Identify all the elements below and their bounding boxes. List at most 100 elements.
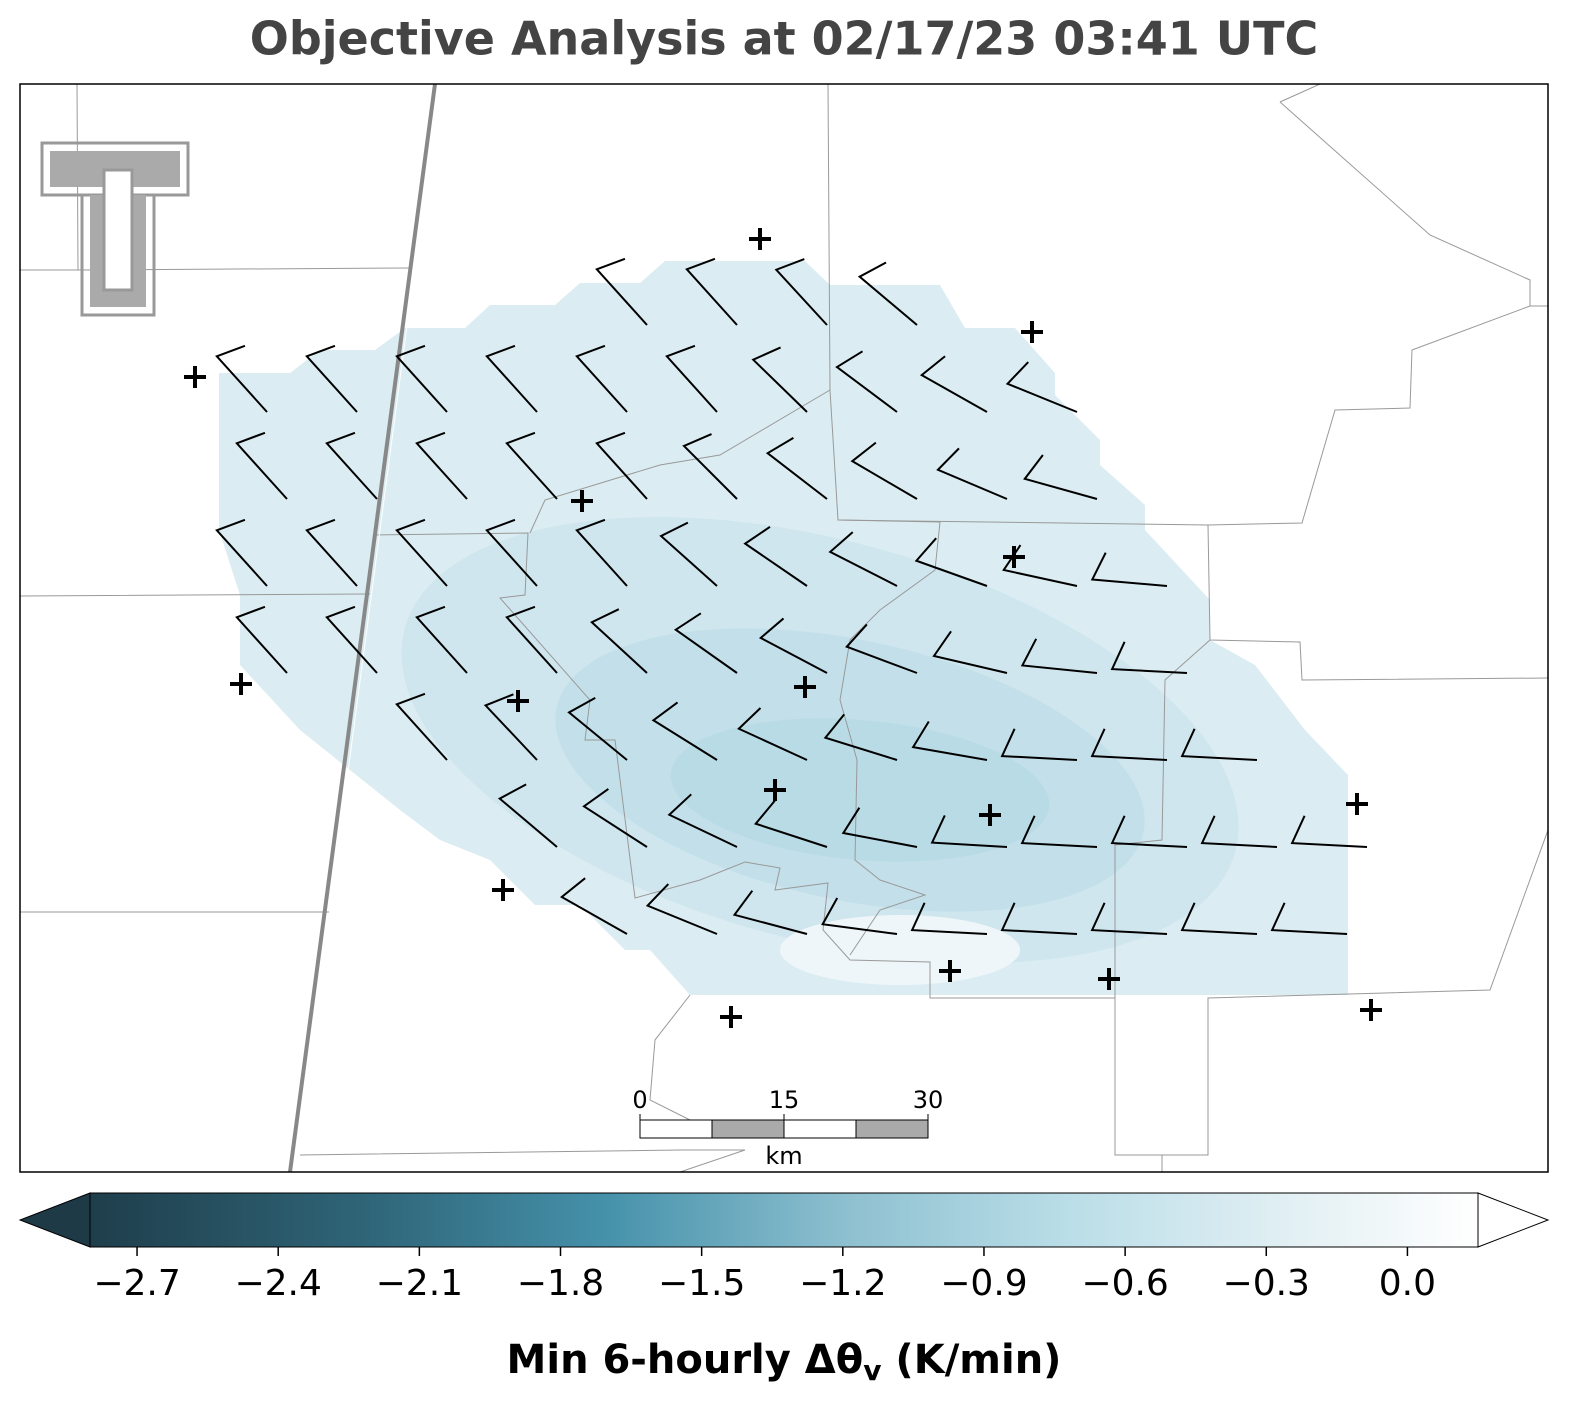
wind-barb (590, 608, 648, 674)
wind-barb (685, 257, 738, 326)
wind-barb (914, 537, 988, 587)
wind-barb (497, 783, 558, 848)
wind-barb (575, 344, 628, 413)
station (749, 228, 771, 250)
wind-barb (305, 518, 358, 587)
stations (184, 228, 1382, 1028)
wind-barb (1090, 552, 1168, 587)
wind-barb (751, 346, 808, 413)
station (571, 490, 593, 512)
station (979, 804, 1001, 826)
colorbar-body (89, 1192, 1479, 1248)
wind-barb (821, 897, 898, 935)
colorbar-tick-label: 0.0 (1379, 1263, 1436, 1304)
wind-barb (1090, 902, 1168, 935)
wind-barb (485, 518, 538, 587)
wind-barb (673, 612, 738, 674)
scale-segment (639, 1119, 713, 1139)
wind-barb (559, 877, 628, 935)
wind-barb (395, 518, 448, 587)
station (794, 676, 816, 698)
station (939, 960, 961, 982)
scale-unit: km (765, 1142, 802, 1170)
colorbar-tick-label: −0.9 (940, 1263, 1027, 1304)
wind-barb (415, 431, 468, 500)
label-part: Min 6-hourly Δθ (507, 1337, 864, 1383)
wind-barb (857, 261, 918, 326)
wind-barb (1270, 902, 1348, 935)
wind-barb (841, 807, 918, 848)
station (507, 690, 529, 712)
title: Objective Analysis at 02/17/23 03:41 UTC (250, 12, 1319, 66)
scale-segment (783, 1119, 857, 1139)
label-subscript: v (863, 1354, 881, 1387)
wind-barb (765, 436, 828, 500)
wind-barb (1000, 728, 1078, 761)
wind-barb (215, 344, 268, 413)
wind-barb (645, 883, 718, 935)
wind-barb (737, 707, 808, 761)
wind-barb (743, 526, 808, 587)
station (764, 779, 786, 801)
wind-barb (505, 431, 558, 500)
wind-barb (753, 799, 828, 848)
scale-bar: 0 15 30 km (632, 1086, 943, 1170)
wind-barb (732, 890, 808, 935)
station (1098, 968, 1120, 990)
colorbar-tick-label: −1.5 (658, 1263, 745, 1304)
wind-barb (850, 441, 918, 500)
wind-barb (910, 902, 988, 935)
wind-barb (845, 623, 918, 674)
wind-barb (582, 788, 648, 848)
wind-barb (1023, 454, 1098, 500)
colorbar-tick-label: −0.6 (1081, 1263, 1168, 1304)
wind-barb (325, 605, 378, 674)
station (230, 673, 252, 695)
wind-barb (667, 793, 738, 848)
wind-barb (1090, 728, 1168, 761)
wind-barb (215, 518, 268, 587)
wind-barb (595, 431, 648, 500)
wind-barb (936, 447, 1008, 500)
scale-segment (855, 1119, 929, 1139)
wind-barb (235, 431, 288, 500)
highway (294, 84, 440, 1172)
wind-barb (1180, 728, 1258, 761)
wind-barb (305, 344, 358, 413)
wind-barb (1110, 815, 1188, 848)
wind-barb (1020, 815, 1098, 848)
map-frame (19, 83, 1549, 1173)
scale-label: 30 (913, 1086, 944, 1114)
contour (780, 915, 1020, 985)
station (1021, 321, 1043, 343)
wind-barb (1020, 638, 1098, 674)
wind-barb (505, 605, 558, 674)
wind-barb (835, 350, 898, 413)
map-area (20, 84, 1548, 1172)
colorbar-tick-label: −1.8 (517, 1263, 604, 1304)
wind-barb (659, 521, 718, 587)
colorbar-extend-low (18, 1192, 91, 1248)
scale-label: 15 (769, 1086, 800, 1114)
wind-barb (575, 518, 628, 587)
county-borders (20, 84, 1548, 1172)
wind-barb (1180, 902, 1258, 935)
wind-barb (485, 344, 538, 413)
station (1346, 793, 1368, 815)
station (492, 879, 514, 901)
colorbar-tick-label: −2.4 (234, 1263, 321, 1304)
wind-barb (758, 617, 828, 674)
wind-barb (665, 344, 718, 413)
wind-barb (483, 693, 538, 761)
colorbar-extend-high (1477, 1192, 1550, 1248)
wind-barb (1000, 902, 1078, 935)
wind-barb (932, 630, 1008, 674)
colorbar-tick-label: −0.3 (1223, 1263, 1310, 1304)
wind-barb (395, 692, 448, 761)
wind-barb (325, 431, 378, 500)
scale-segment (711, 1119, 785, 1139)
wind-barb (567, 697, 628, 761)
wind-barb (395, 344, 448, 413)
station (1360, 999, 1382, 1021)
